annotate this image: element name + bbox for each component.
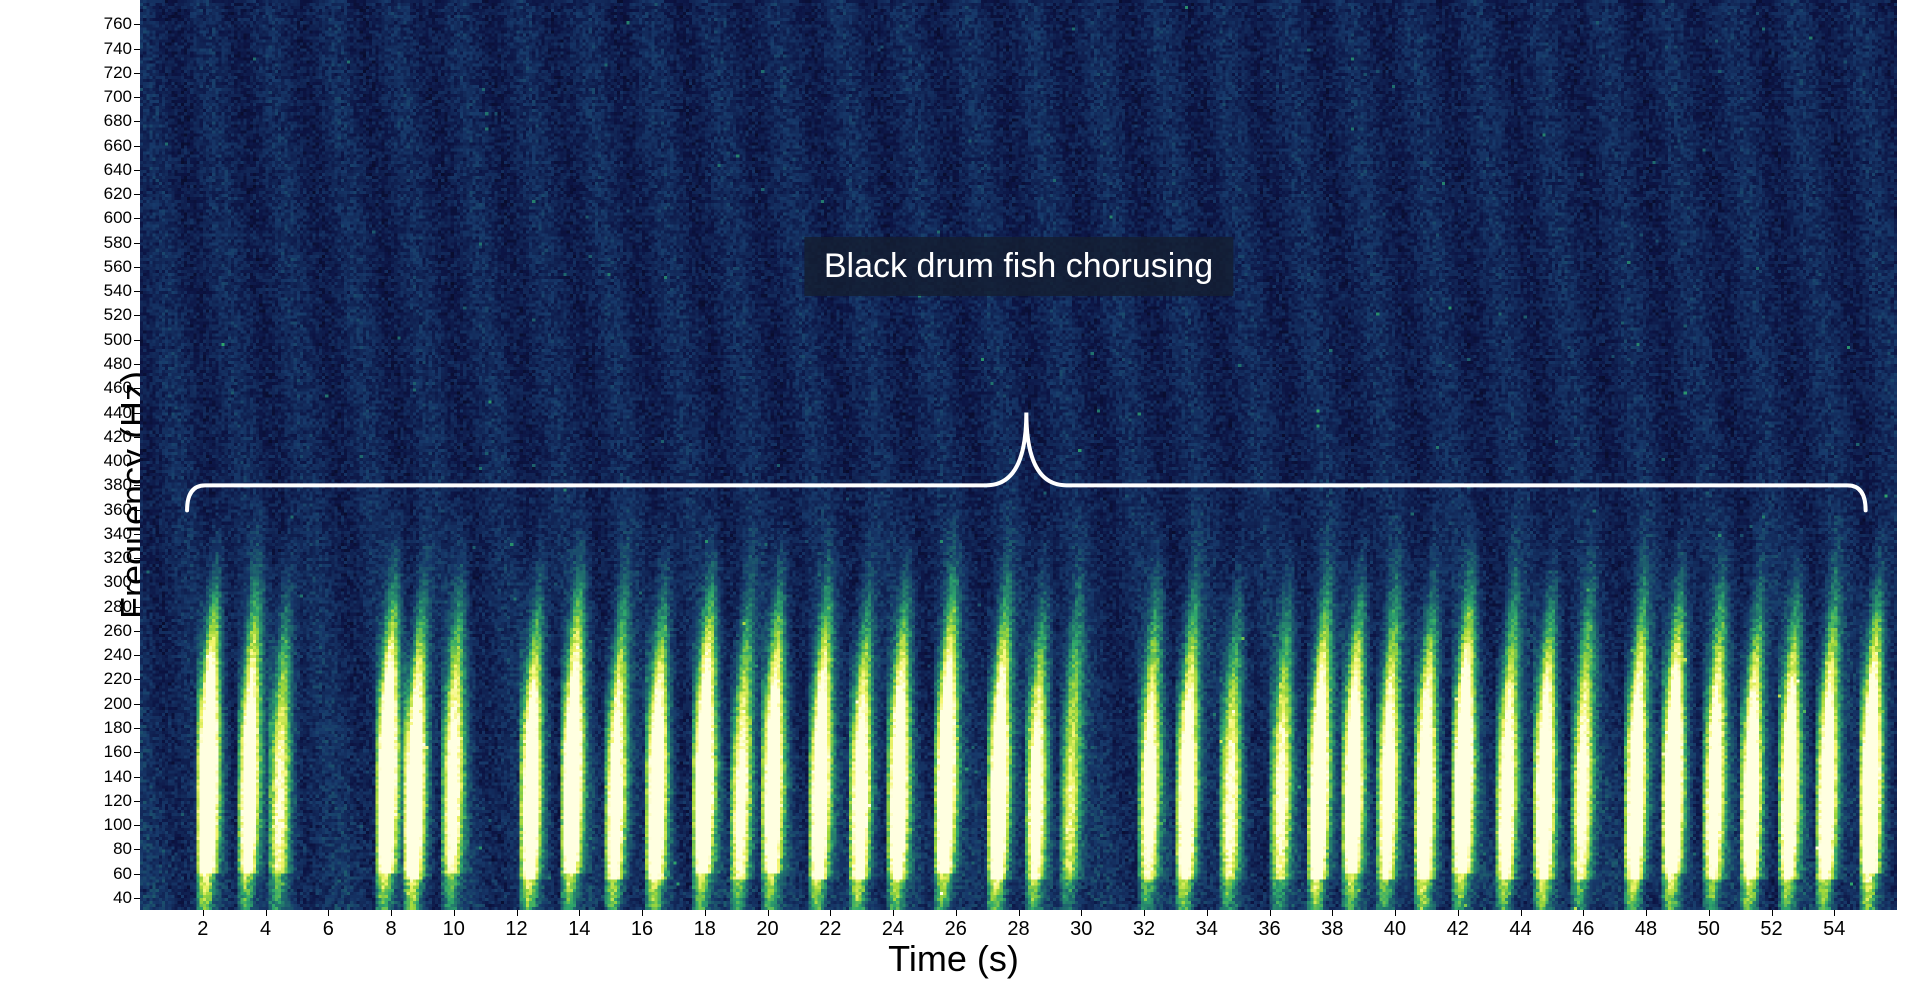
y-tick-label: 300 [104, 572, 132, 592]
x-tick-label: 46 [1572, 918, 1594, 941]
x-tick-label: 20 [756, 918, 778, 941]
y-tick-label: 600 [104, 208, 132, 228]
y-tick-label: 520 [104, 305, 132, 325]
x-tick-label: 16 [631, 918, 653, 941]
annotation-label: Black drum fish chorusing [804, 237, 1233, 296]
y-tick-label: 220 [104, 669, 132, 689]
y-tick-label: 660 [104, 136, 132, 156]
x-tick-label: 52 [1760, 918, 1782, 941]
spectrogram-canvas [140, 0, 1897, 910]
y-tick-label: 500 [104, 330, 132, 350]
y-tick-label: 560 [104, 257, 132, 277]
x-axis-ticks: 2468101214161820222426283032343638404244… [140, 910, 1897, 940]
plot-area: Black drum fish chorusing [140, 0, 1897, 910]
y-tick-label: 420 [104, 427, 132, 447]
x-axis-label: Time (s) [888, 938, 1019, 980]
x-tick-label: 50 [1698, 918, 1720, 941]
y-tick-label: 480 [104, 354, 132, 374]
y-tick-label: 140 [104, 767, 132, 787]
y-tick-label: 720 [104, 63, 132, 83]
y-tick-label: 400 [104, 451, 132, 471]
y-tick-label: 340 [104, 524, 132, 544]
spectrogram-chart: Frequency (Hz) Time (s) 4060801001201401… [0, 0, 1907, 990]
y-tick-label: 740 [104, 39, 132, 59]
y-tick-label: 460 [104, 378, 132, 398]
x-tick-label: 40 [1384, 918, 1406, 941]
y-tick-label: 260 [104, 621, 132, 641]
x-tick-label: 54 [1823, 918, 1845, 941]
x-tick-label: 6 [323, 918, 334, 941]
x-tick-label: 36 [1258, 918, 1280, 941]
x-tick-label: 38 [1321, 918, 1343, 941]
y-tick-label: 320 [104, 548, 132, 568]
y-tick-label: 540 [104, 281, 132, 301]
y-tick-label: 380 [104, 475, 132, 495]
y-tick-label: 200 [104, 694, 132, 714]
y-tick-label: 640 [104, 160, 132, 180]
x-tick-label: 48 [1635, 918, 1657, 941]
x-tick-label: 24 [882, 918, 904, 941]
x-tick-label: 10 [443, 918, 465, 941]
y-tick-label: 100 [104, 815, 132, 835]
y-tick-label: 620 [104, 184, 132, 204]
y-tick-label: 60 [113, 864, 132, 884]
y-tick-label: 580 [104, 233, 132, 253]
x-tick-label: 4 [260, 918, 271, 941]
x-tick-label: 28 [1007, 918, 1029, 941]
x-tick-label: 2 [197, 918, 208, 941]
y-tick-label: 700 [104, 87, 132, 107]
y-tick-label: 680 [104, 111, 132, 131]
x-tick-label: 18 [694, 918, 716, 941]
y-tick-label: 440 [104, 403, 132, 423]
x-tick-label: 8 [385, 918, 396, 941]
x-tick-label: 32 [1133, 918, 1155, 941]
x-tick-label: 12 [505, 918, 527, 941]
y-tick-label: 180 [104, 718, 132, 738]
y-tick-label: 120 [104, 791, 132, 811]
y-tick-label: 80 [113, 839, 132, 859]
y-tick-label: 360 [104, 500, 132, 520]
x-tick-label: 34 [1196, 918, 1218, 941]
x-tick-label: 22 [819, 918, 841, 941]
y-tick-label: 160 [104, 742, 132, 762]
x-tick-label: 42 [1447, 918, 1469, 941]
y-tick-label: 760 [104, 14, 132, 34]
y-axis-ticks: 40 60 80 100 120 140 160 180 200 220 240 260 280 300 3… [80, 0, 140, 910]
y-tick-label: 40 [113, 888, 132, 908]
y-tick-label: 240 [104, 645, 132, 665]
x-tick-label: 30 [1070, 918, 1092, 941]
x-tick-label: 14 [568, 918, 590, 941]
x-tick-label: 44 [1509, 918, 1531, 941]
y-tick-label: 280 [104, 597, 132, 617]
x-tick-label: 26 [945, 918, 967, 941]
